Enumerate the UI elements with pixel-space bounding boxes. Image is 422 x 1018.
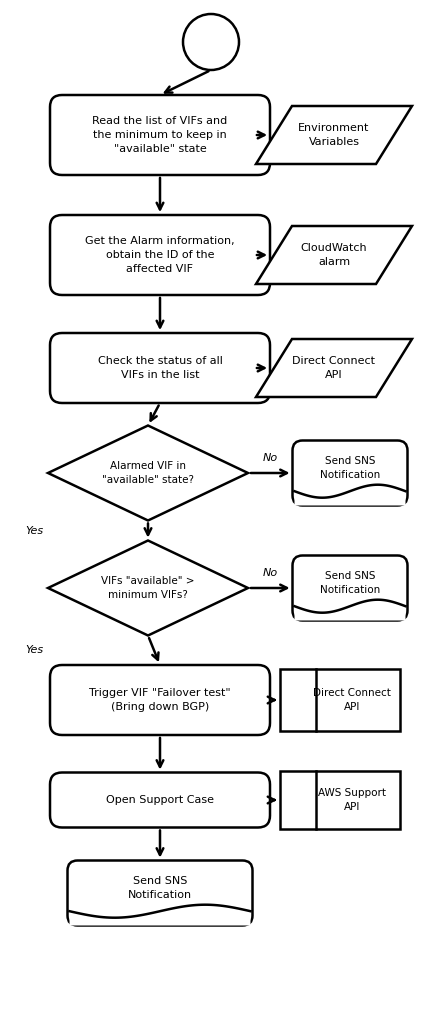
FancyBboxPatch shape (50, 215, 270, 295)
Text: No: No (262, 453, 278, 463)
Text: Trigger VIF "Failover test"
(Bring down BGP): Trigger VIF "Failover test" (Bring down … (89, 688, 231, 712)
Text: Get the Alarm information,
obtain the ID of the
affected VIF: Get the Alarm information, obtain the ID… (85, 236, 235, 274)
Text: Send SNS
Notification: Send SNS Notification (320, 456, 380, 479)
FancyBboxPatch shape (50, 333, 270, 403)
Text: AWS Support
API: AWS Support API (318, 788, 386, 811)
Text: Send SNS
Notification: Send SNS Notification (128, 876, 192, 900)
Text: Direct Connect
API: Direct Connect API (292, 356, 376, 380)
FancyBboxPatch shape (68, 860, 252, 925)
Polygon shape (256, 226, 412, 284)
Text: Send SNS
Notification: Send SNS Notification (320, 571, 380, 595)
Text: Yes: Yes (25, 525, 43, 535)
Text: Check the status of all
VIFs in the list: Check the status of all VIFs in the list (97, 356, 222, 380)
FancyBboxPatch shape (50, 665, 270, 735)
Text: Alarmed VIF in
"available" state?: Alarmed VIF in "available" state? (102, 461, 194, 485)
Polygon shape (48, 541, 248, 635)
FancyBboxPatch shape (292, 441, 408, 506)
FancyBboxPatch shape (292, 556, 408, 621)
Text: Environment
Variables: Environment Variables (298, 123, 370, 147)
Bar (280, 669, 400, 731)
Polygon shape (256, 339, 412, 397)
Text: Yes: Yes (25, 645, 43, 656)
Text: No: No (262, 568, 278, 578)
Bar (280, 771, 400, 829)
Text: VIFs "available" >
minimum VIFs?: VIFs "available" > minimum VIFs? (101, 576, 195, 600)
FancyBboxPatch shape (50, 773, 270, 828)
Polygon shape (295, 600, 406, 621)
Polygon shape (295, 485, 406, 506)
Text: CloudWatch
alarm: CloudWatch alarm (301, 243, 367, 267)
Polygon shape (48, 426, 248, 520)
FancyBboxPatch shape (50, 95, 270, 175)
Text: Open Support Case: Open Support Case (106, 795, 214, 805)
Text: Direct Connect
API: Direct Connect API (313, 688, 391, 712)
Polygon shape (70, 905, 251, 925)
Polygon shape (256, 106, 412, 164)
Text: Read the list of VIFs and
the minimum to keep in
"available" state: Read the list of VIFs and the minimum to… (92, 116, 227, 154)
